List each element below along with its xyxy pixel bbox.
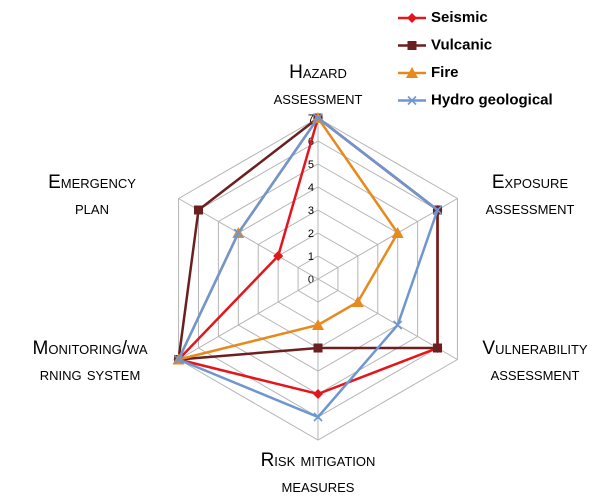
legend-marker bbox=[407, 95, 417, 106]
data-point bbox=[193, 205, 203, 215]
axis-label: assessment bbox=[491, 364, 580, 385]
legend-marker bbox=[406, 67, 418, 78]
data-point bbox=[233, 228, 243, 238]
axis-label: assessment bbox=[486, 198, 575, 219]
axis-label: Exposure bbox=[492, 172, 569, 193]
spoke bbox=[178, 278, 319, 360]
axis-label: Monitoring/wa bbox=[33, 338, 148, 359]
tick-label: 4 bbox=[308, 182, 314, 194]
legend-label: Hydro geological bbox=[431, 91, 553, 108]
tick-label: 0 bbox=[308, 274, 314, 286]
data-point bbox=[174, 354, 184, 365]
axis-label: Hazard bbox=[289, 62, 347, 83]
data-point bbox=[313, 389, 323, 399]
data-point bbox=[313, 412, 323, 422]
axis-label: Risk mitigation bbox=[261, 450, 376, 471]
data-point bbox=[273, 251, 284, 261]
axis-label: measures bbox=[282, 476, 355, 497]
data-point bbox=[313, 343, 323, 353]
tick-label: 3 bbox=[308, 205, 314, 217]
axis-label: Vulnerability bbox=[482, 338, 587, 359]
axis-label: Emergency bbox=[48, 172, 136, 193]
axis-label: assessment bbox=[274, 88, 363, 109]
data-point bbox=[313, 113, 323, 123]
data-point bbox=[312, 319, 324, 330]
tick-label: 2 bbox=[308, 228, 314, 240]
axis-label: plan bbox=[75, 198, 109, 219]
legend-label: Vulcanic bbox=[431, 36, 492, 53]
legend-marker bbox=[407, 41, 417, 50]
data-point bbox=[351, 296, 364, 307]
tick-label: 5 bbox=[308, 159, 314, 171]
axis-label: rning system bbox=[40, 364, 141, 385]
legend-label: Fire bbox=[431, 64, 459, 81]
data-point bbox=[391, 227, 404, 238]
tick-label: 7 bbox=[308, 113, 314, 125]
legend-marker bbox=[407, 13, 417, 23]
tick-label: 1 bbox=[308, 251, 314, 263]
data-point bbox=[432, 205, 443, 215]
data-point bbox=[433, 343, 443, 353]
data-point bbox=[393, 320, 403, 330]
legend-label: Seismic bbox=[431, 9, 488, 26]
